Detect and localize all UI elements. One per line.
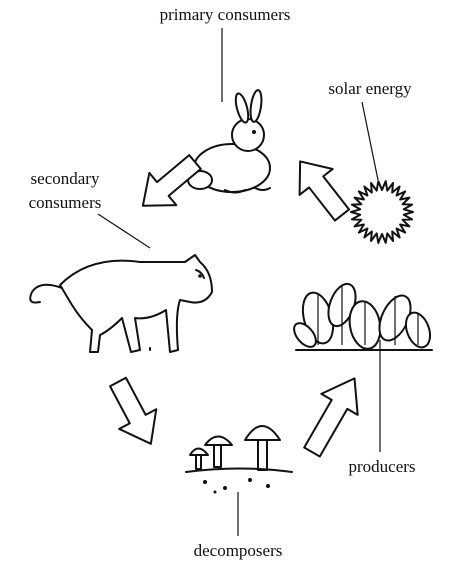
label-primary-consumers: primary consumers [160,5,291,24]
label-decomposers: decomposers [194,541,283,560]
label-producers: producers [348,457,415,476]
label-secondary-line1: secondary [31,169,100,188]
label-secondary-line2: consumers [29,193,102,212]
food-chain-diagram: primary consumers solar energy secondary… [0,0,450,570]
label-solar-energy: solar energy [328,79,412,98]
